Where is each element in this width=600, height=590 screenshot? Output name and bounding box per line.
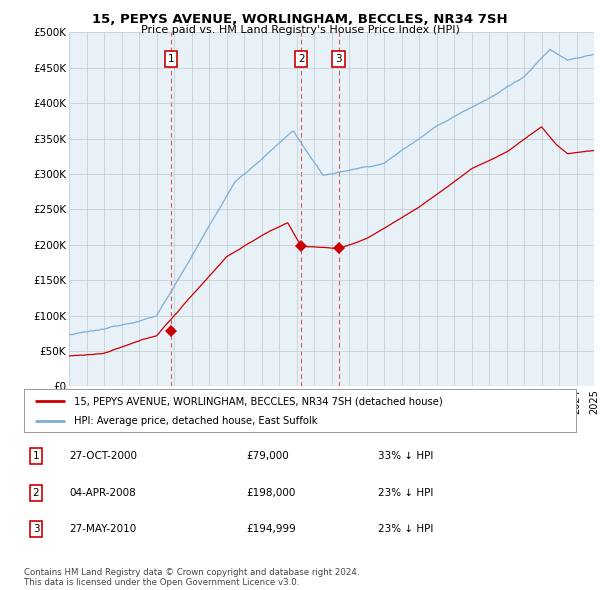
Text: £79,000: £79,000: [246, 451, 289, 461]
Text: 1: 1: [167, 54, 174, 64]
Text: 1: 1: [32, 451, 40, 461]
Text: 04-APR-2008: 04-APR-2008: [69, 488, 136, 497]
Text: Contains HM Land Registry data © Crown copyright and database right 2024.
This d: Contains HM Land Registry data © Crown c…: [24, 568, 359, 587]
Text: 15, PEPYS AVENUE, WORLINGHAM, BECCLES, NR34 7SH: 15, PEPYS AVENUE, WORLINGHAM, BECCLES, N…: [92, 13, 508, 26]
Text: £194,999: £194,999: [246, 525, 296, 534]
Text: 27-MAY-2010: 27-MAY-2010: [69, 525, 136, 534]
Text: 23% ↓ HPI: 23% ↓ HPI: [378, 525, 433, 534]
Text: 3: 3: [335, 54, 342, 64]
Text: 15, PEPYS AVENUE, WORLINGHAM, BECCLES, NR34 7SH (detached house): 15, PEPYS AVENUE, WORLINGHAM, BECCLES, N…: [74, 396, 442, 407]
Text: 2: 2: [32, 488, 40, 497]
Text: 27-OCT-2000: 27-OCT-2000: [69, 451, 137, 461]
Text: HPI: Average price, detached house, East Suffolk: HPI: Average price, detached house, East…: [74, 417, 317, 426]
Text: 2: 2: [298, 54, 305, 64]
Text: 3: 3: [32, 525, 40, 534]
Text: 33% ↓ HPI: 33% ↓ HPI: [378, 451, 433, 461]
Text: £198,000: £198,000: [246, 488, 295, 497]
Text: 23% ↓ HPI: 23% ↓ HPI: [378, 488, 433, 497]
Text: Price paid vs. HM Land Registry's House Price Index (HPI): Price paid vs. HM Land Registry's House …: [140, 25, 460, 35]
